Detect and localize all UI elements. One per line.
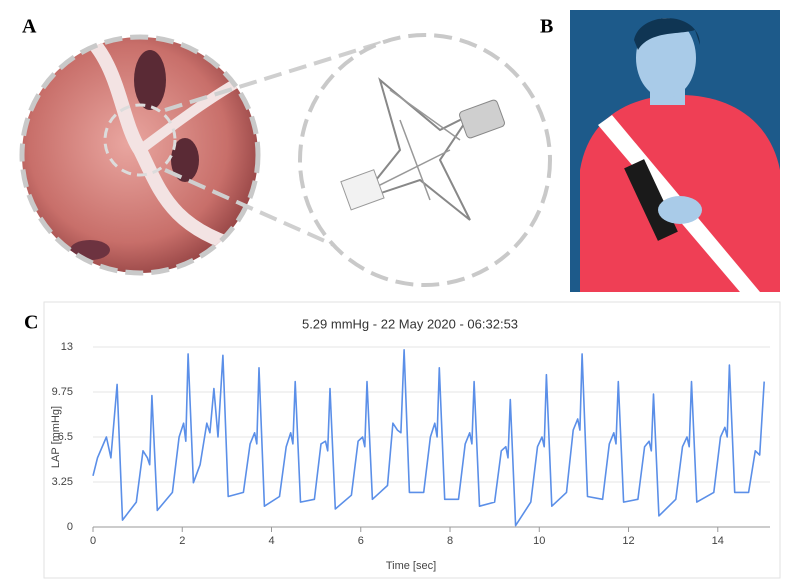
x-tick-label: 2 [179,535,185,547]
x-tick-label: 12 [622,535,634,547]
panel-label: B [540,16,553,38]
x-tick-label: 4 [268,535,274,547]
x-tick-label: 10 [533,535,545,547]
y-tick-label: 6.5 [58,431,73,443]
patient-illustration [570,10,780,292]
y-tick-label: 13 [61,341,73,353]
heart-illustration [19,34,391,276]
chart-frame [43,301,781,579]
chart-title: 5.29 mmHg - 22 May 2020 - 06:32:53 [302,316,518,331]
y-tick-label: 3.25 [52,476,73,488]
x-tick-label: 14 [712,535,724,547]
y-axis-label: LAP [mmHg] [50,406,62,468]
x-tick-label: 6 [358,535,364,547]
data-line [92,349,765,527]
panel-label: C [24,312,38,334]
y-tick-label: 9.75 [52,386,73,398]
device-illustration [298,33,552,287]
y-tick-label: 0 [67,521,73,533]
x-axis-label: Time [sec] [386,560,436,572]
x-tick-label: 8 [447,535,453,547]
panel-label: A [22,16,37,38]
x-tick-label: 0 [90,535,96,547]
